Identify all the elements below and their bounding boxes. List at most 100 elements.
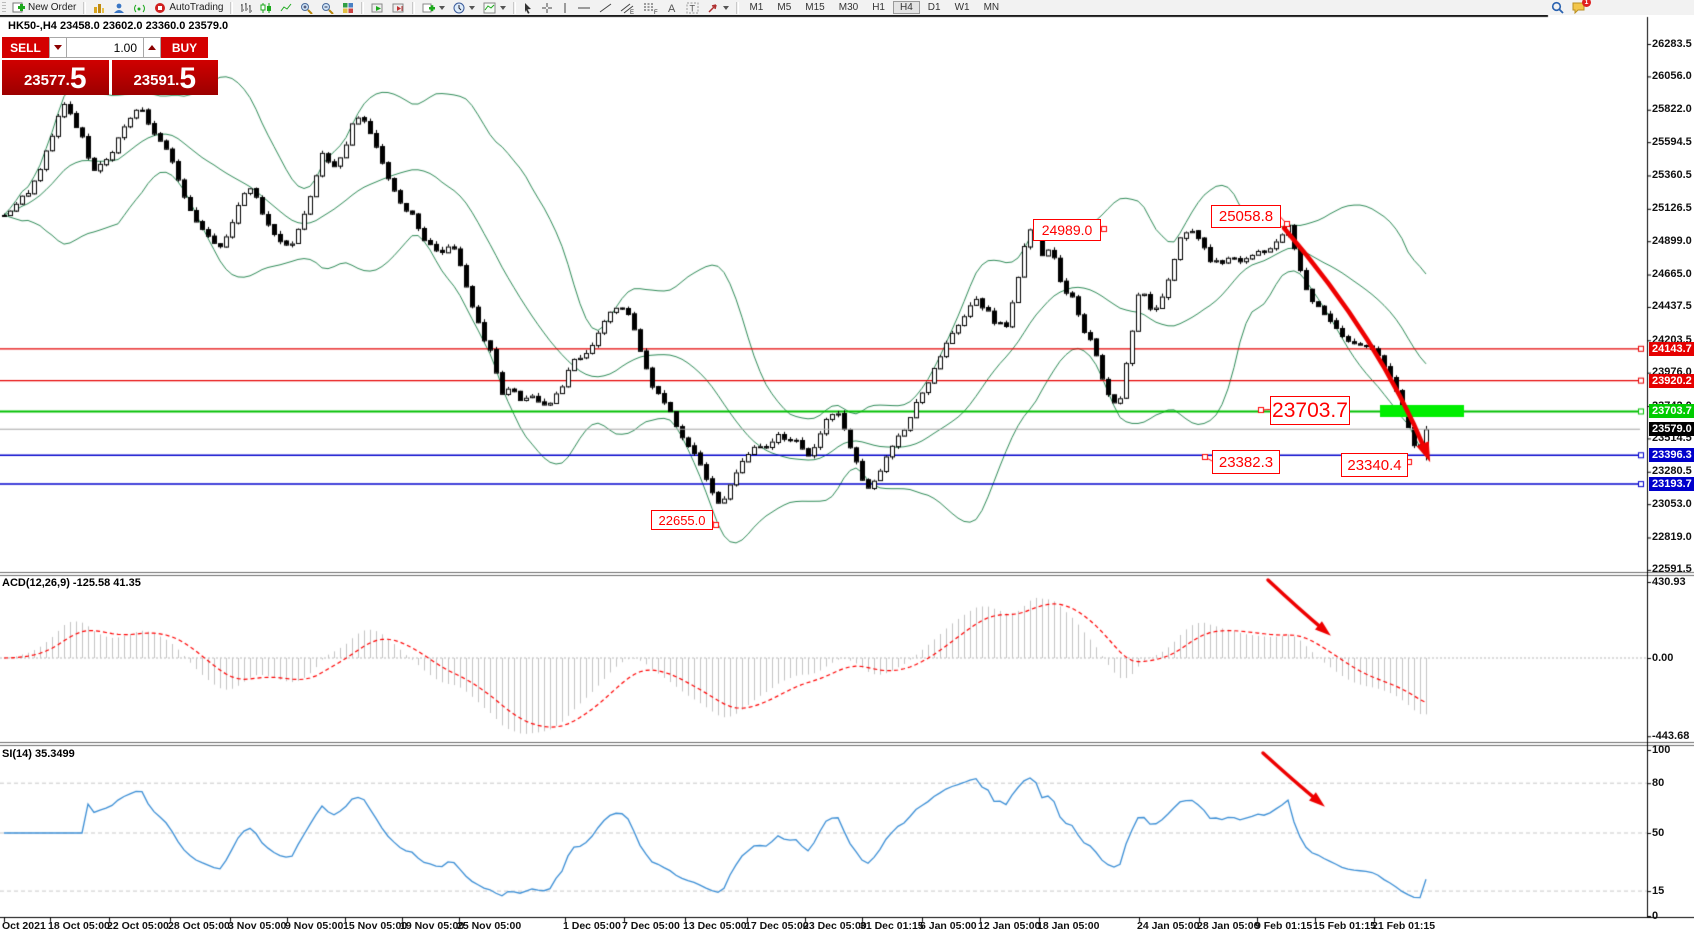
price-callout-label[interactable]: 23382.3 (1212, 450, 1280, 474)
price-callout-label[interactable]: 23340.4 (1341, 453, 1408, 477)
price-tick-label: 26283.5 (1652, 37, 1692, 50)
search-icon (1551, 1, 1564, 14)
buy-price-main: 23591. (133, 72, 180, 89)
zoom-in-button[interactable] (296, 1, 317, 15)
price-tick-label: 22591.5 (1652, 563, 1692, 576)
price-tick-label: 25594.5 (1652, 135, 1692, 148)
text-label-icon: T (686, 2, 699, 14)
new-order-button[interactable]: New Order (8, 1, 80, 15)
volume-decrease-button[interactable] (49, 37, 67, 58)
time-label: 31 Dec 01:15 (860, 920, 924, 932)
price-tick-label: 25822.0 (1652, 103, 1692, 116)
zoom-out-button[interactable] (317, 1, 338, 15)
chart-symbol-ohlc: HK50-,H4 23458.0 23602.0 23360.0 23579.0 (8, 20, 229, 32)
sell-price-display[interactable]: 23577. 5 (2, 60, 109, 95)
arrows-tool-button[interactable] (703, 1, 733, 15)
triangle-down-icon (54, 45, 62, 54)
autotrading-button[interactable]: AutoTrading (150, 1, 227, 15)
price-callout-label[interactable]: 22655.0 (651, 510, 713, 530)
buy-price-display[interactable]: 23591. 5 (111, 60, 218, 95)
candlestick-mode-button[interactable] (256, 1, 276, 15)
price-tick-label: 23053.0 (1652, 497, 1692, 510)
rsi-tick-label: 80 (1652, 776, 1665, 789)
time-label: 9 Feb 01:15 (1255, 920, 1313, 932)
sell-button[interactable]: SELL (2, 37, 49, 58)
time-label: 19 Nov 05:00 (400, 920, 465, 932)
time-label: 7 Dec 05:00 (622, 920, 680, 932)
signals-button[interactable] (129, 1, 150, 15)
price-tick-label: 24899.0 (1652, 234, 1692, 247)
fibonacci-tool-button[interactable]: F (639, 1, 663, 15)
time-label: 1 Dec 05:00 (563, 920, 621, 932)
horizontal-line-icon (577, 2, 591, 14)
periods-button[interactable] (449, 1, 479, 15)
buy-button[interactable]: BUY (161, 37, 208, 58)
timeframe-d1-button[interactable]: D1 (927, 2, 941, 13)
vertical-line-tool-button[interactable] (557, 1, 573, 15)
timeframe-m15-button[interactable]: M15 (805, 2, 825, 13)
channel-tool-button[interactable]: E (616, 1, 639, 15)
timeframe-m5-button[interactable]: M5 (777, 2, 792, 13)
time-label: Oct 2021 (2, 920, 46, 932)
horizontal-line-tool-button[interactable] (573, 1, 595, 15)
chat-notifications-button[interactable]: 1 (1568, 0, 1591, 15)
text-icon: A (667, 2, 678, 14)
text-tool-button[interactable]: A (663, 1, 682, 15)
price-callout-label[interactable]: 25058.8 (1211, 205, 1281, 228)
time-label: 3 Nov 05:00 (228, 920, 287, 932)
crosshair-icon (541, 2, 553, 14)
cursor-tool-button[interactable] (519, 1, 537, 15)
step-forward-button[interactable] (388, 1, 409, 15)
cursor-icon (523, 2, 533, 14)
label-tool-button[interactable]: T (682, 1, 703, 15)
line-chart-mode-button[interactable] (276, 1, 296, 15)
rsi-tick-label: 100 (1652, 743, 1671, 756)
price-callout-label[interactable]: 23703.7 (1270, 396, 1350, 425)
depth-of-market-button[interactable] (89, 1, 109, 15)
time-label: 6 Jan 05:00 (920, 920, 977, 932)
timeframe-button-group: M1 M5 M15 M30 H1 H4 D1 W1 MN (742, 1, 1006, 14)
timeframe-mn-button[interactable]: MN (983, 2, 1000, 13)
timeframe-h1-button[interactable]: H1 (872, 2, 885, 13)
triangle-up-icon (148, 41, 156, 50)
toolbar-separator (412, 1, 416, 14)
timeframe-w1-button[interactable]: W1 (954, 2, 970, 13)
macd-tick-label: 430.93 (1652, 575, 1686, 588)
profile-button[interactable] (109, 1, 129, 15)
search-button[interactable] (1547, 1, 1568, 15)
signal-icon (133, 2, 146, 14)
macd-tick-label: -443.68 (1652, 729, 1690, 742)
bar-chart-mode-button[interactable] (236, 1, 256, 15)
volume-input[interactable] (67, 37, 143, 58)
tile-windows-button[interactable] (338, 1, 358, 15)
sell-price-main: 23577. (23, 72, 70, 89)
price-tag: 23703.7 (1649, 404, 1694, 419)
time-label: 9 Nov 05:00 (285, 920, 344, 932)
templates-button[interactable] (479, 1, 510, 15)
volume-increase-button[interactable] (143, 37, 161, 58)
crosshair-tool-button[interactable] (537, 1, 557, 15)
fibonacci-icon: F (643, 2, 659, 14)
toolbar-separator (83, 1, 87, 14)
strategy-tester-button[interactable] (367, 1, 388, 15)
trendline-tool-button[interactable] (595, 1, 616, 15)
timeframe-h4-button[interactable]: H4 (892, 1, 920, 14)
new-chart-button[interactable] (418, 1, 449, 15)
timeframe-m30-button[interactable]: M30 (838, 2, 859, 13)
template-icon (483, 2, 496, 14)
price-tag: 23396.3 (1649, 448, 1694, 463)
price-tick-label: 25126.5 (1652, 202, 1692, 215)
new-order-label: New Order (28, 2, 77, 13)
price-tag: 23920.2 (1649, 373, 1694, 388)
timeframe-m1-button[interactable]: M1 (749, 2, 764, 13)
time-label: 12 Jan 05:00 (978, 920, 1041, 932)
toolbar-grip[interactable] (2, 2, 6, 13)
profile-icon (113, 2, 125, 14)
rsi-tick-label: 0 (1652, 909, 1659, 922)
one-click-trading-panel: SELL BUY 23577.5 23591.5 (2, 37, 218, 95)
price-callout-label[interactable]: 24989.0 (1033, 219, 1101, 241)
dropdown-arrow-icon (469, 6, 476, 13)
price-tick-label: 24437.5 (1652, 300, 1692, 313)
tester-play-icon (371, 2, 384, 14)
